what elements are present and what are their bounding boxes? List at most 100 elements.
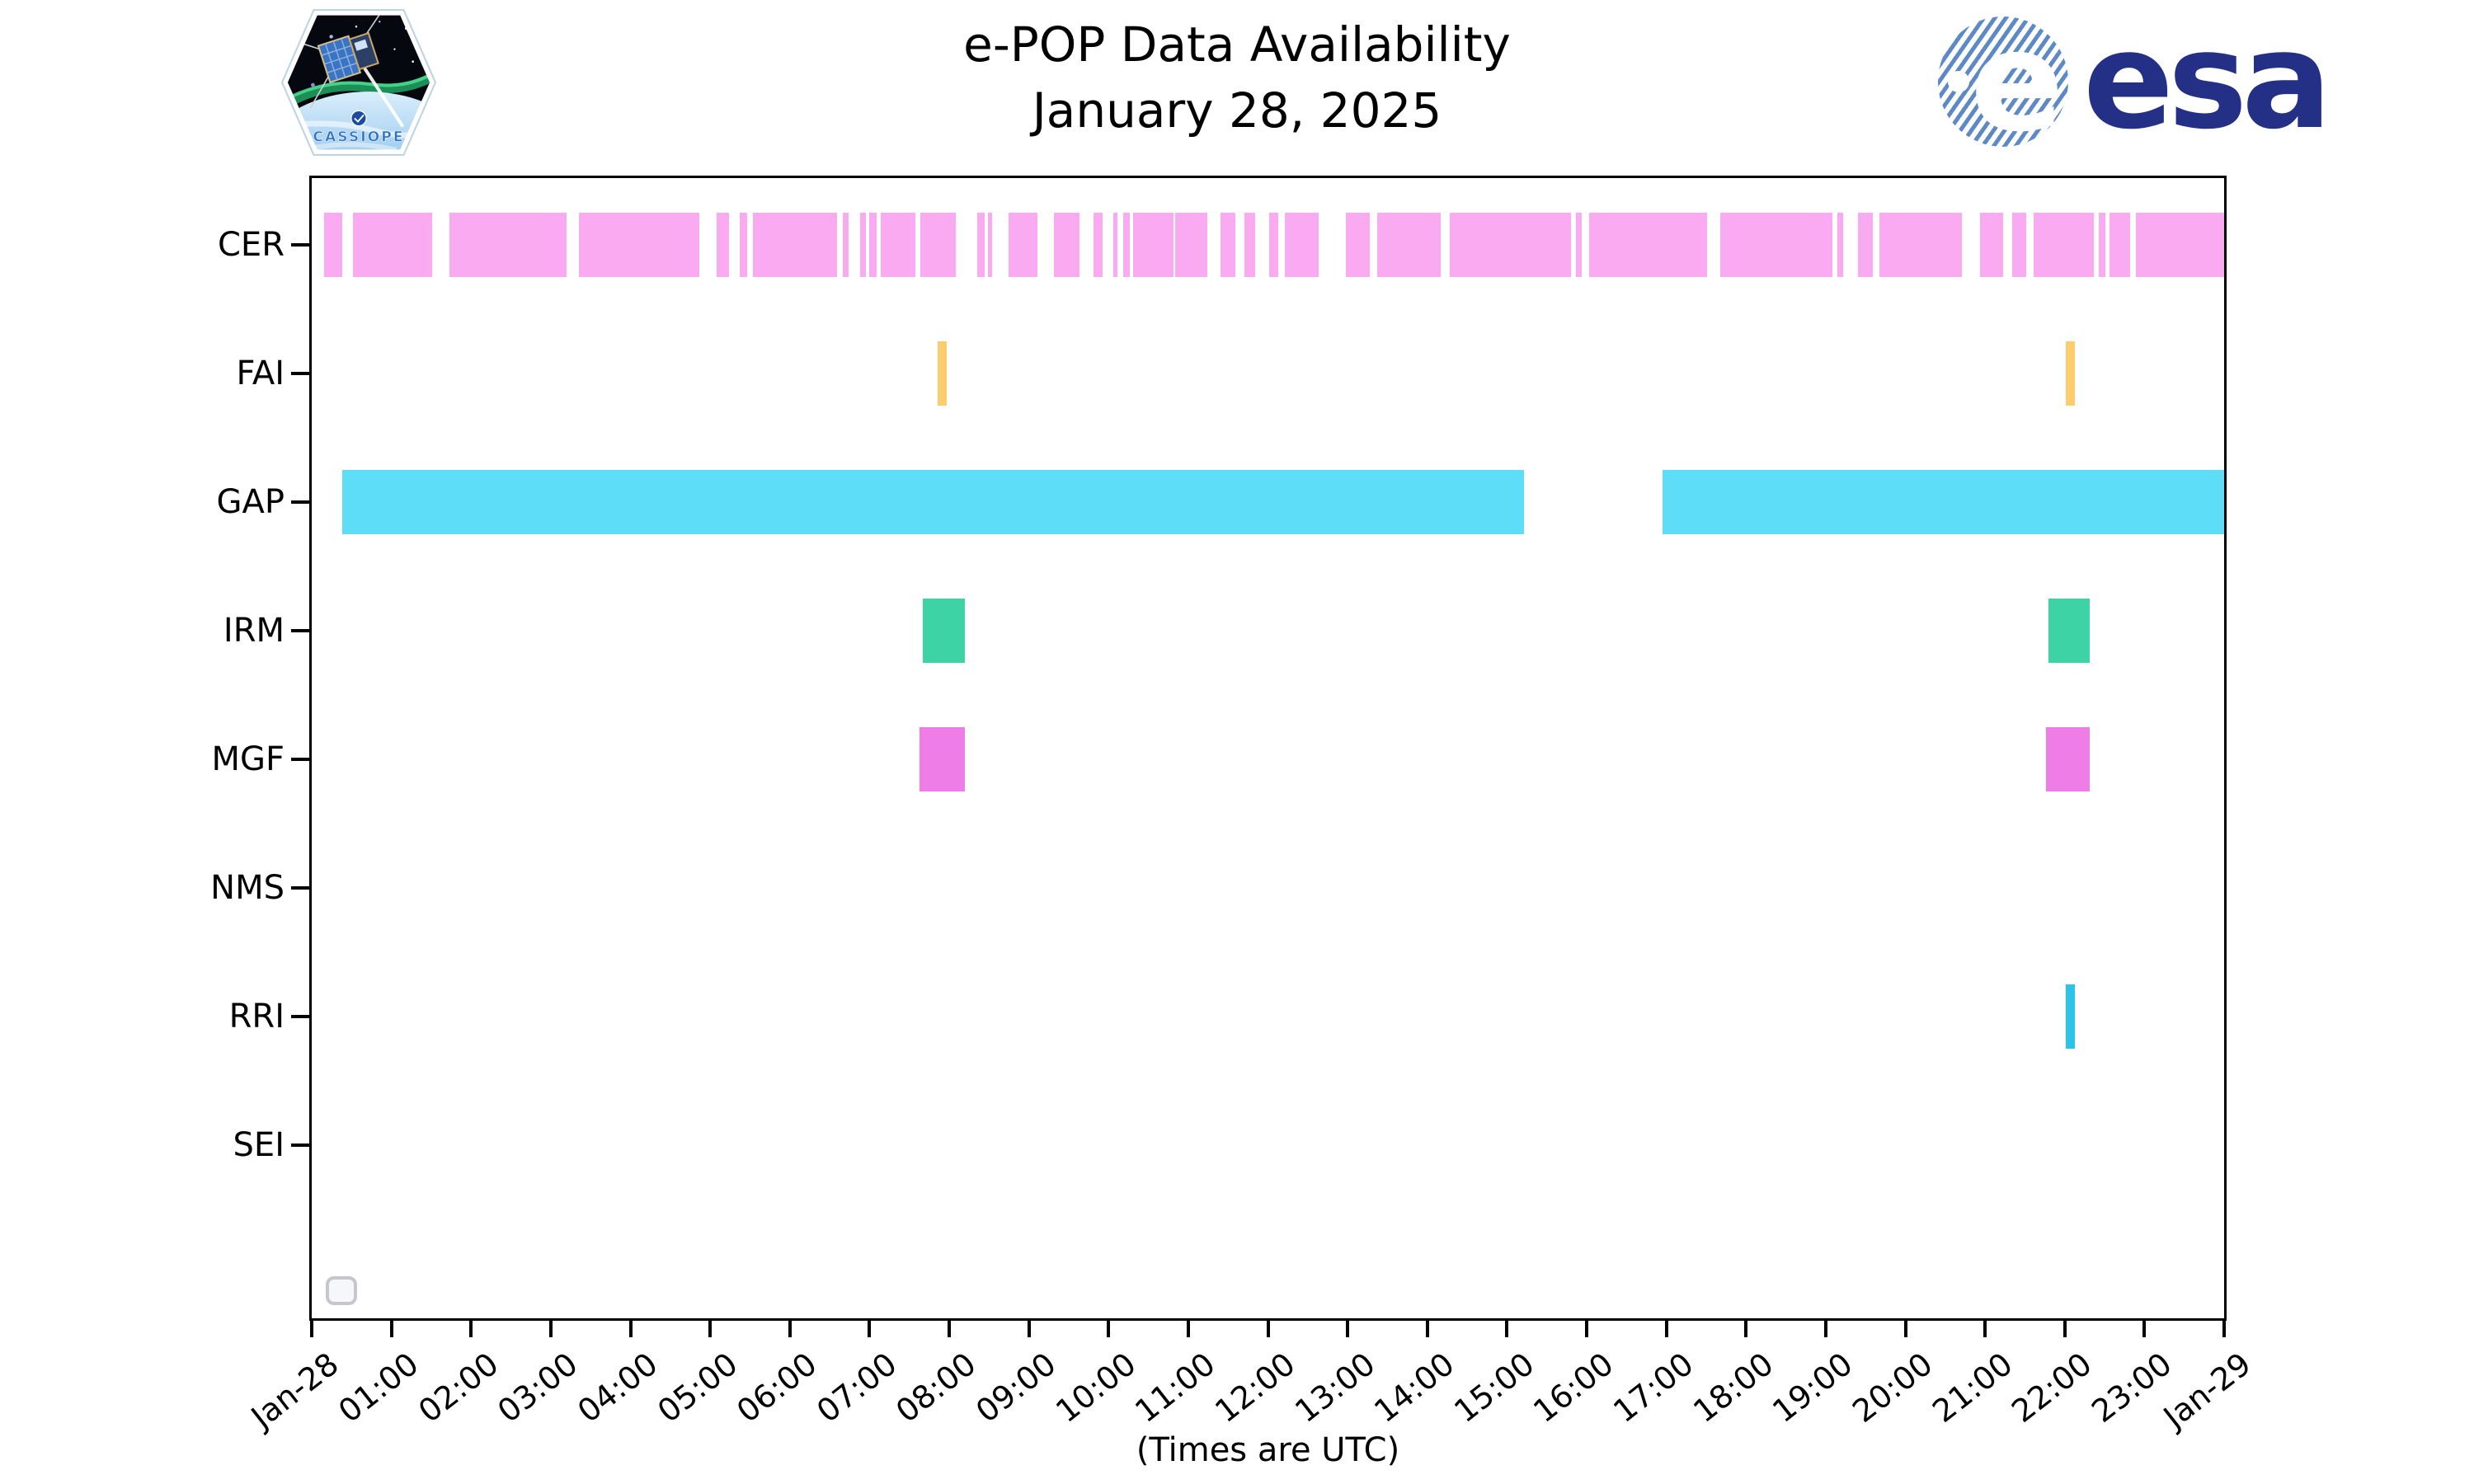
bar-rri	[2065, 984, 2076, 1049]
bar-cer	[1576, 213, 1583, 277]
x-tick	[2142, 1321, 2147, 1337]
x-tick-label: 04:00	[571, 1345, 665, 1430]
y-tick	[291, 758, 309, 761]
bar-cer	[578, 213, 699, 277]
plot-area	[309, 176, 2227, 1321]
satellite-illustration	[285, 12, 390, 109]
y-tick	[291, 500, 309, 504]
bar-cer	[324, 213, 342, 277]
bar-fai	[2065, 341, 2076, 406]
y-tick	[291, 1015, 309, 1018]
x-tick	[1823, 1321, 1827, 1337]
bar-cer	[1837, 213, 1844, 277]
bar-irm	[2048, 599, 2090, 663]
bar-cer	[2099, 213, 2106, 277]
bar-mgf	[2045, 727, 2090, 791]
bar-cer	[1220, 213, 1235, 277]
x-tick-label: 07:00	[810, 1345, 904, 1430]
y-tick-label-rri: RRI	[228, 998, 285, 1036]
bar-cer	[1133, 213, 1174, 277]
bar-cer	[2135, 213, 2224, 277]
x-tick	[708, 1321, 713, 1337]
bar-cer	[1244, 213, 1256, 277]
x-tick	[788, 1321, 792, 1337]
x-tick	[1107, 1321, 1111, 1337]
bar-gap	[341, 470, 1524, 534]
x-tick	[1983, 1321, 1987, 1337]
bar-cer	[1284, 213, 1319, 277]
y-tick-label-sei: SEI	[233, 1126, 285, 1164]
bar-cer	[739, 213, 747, 277]
bar-cer	[1346, 213, 1371, 277]
page-title: e-POP Data Availability	[963, 16, 1511, 73]
esa-globe-dot	[1948, 71, 1969, 92]
bar-cer	[1980, 213, 2004, 277]
bar-cer	[880, 213, 916, 277]
esa-wordmark: esa	[2083, 4, 2332, 159]
bar-cer	[2011, 213, 2027, 277]
x-tick-label: 09:00	[969, 1345, 1063, 1430]
x-axis-label: (Times are UTC)	[1136, 1431, 1400, 1469]
bar-cer	[976, 213, 985, 277]
x-tick-label: 11:00	[1128, 1345, 1222, 1430]
x-tick-label: 19:00	[1766, 1345, 1860, 1430]
y-tick	[291, 1144, 309, 1147]
bar-cer	[1008, 213, 1038, 277]
y-tick-label-gap: GAP	[216, 483, 285, 521]
x-tick-label: 21:00	[1925, 1345, 2020, 1430]
chart-title-block: e-POP Data Availability January 28, 2025	[0, 12, 2474, 143]
bar-cer	[1175, 213, 1208, 277]
x-tick	[1585, 1321, 1588, 1337]
x-tick-label: Jan-29	[2157, 1345, 2259, 1435]
x-tick-label: 18:00	[1686, 1345, 1780, 1430]
x-tick	[1903, 1321, 1907, 1337]
x-tick	[1027, 1321, 1031, 1337]
empty-legend-box	[326, 1276, 357, 1305]
bar-cer	[1588, 213, 1707, 277]
bar-cer	[2034, 213, 2094, 277]
x-tick-label: 13:00	[1287, 1345, 1382, 1430]
bar-cer	[1879, 213, 1963, 277]
x-tick	[1425, 1321, 1429, 1337]
bar-cer	[353, 213, 432, 277]
y-tick-label-nms: NMS	[210, 869, 285, 907]
x-tick	[389, 1321, 393, 1337]
chart-subtitle-date: January 28, 2025	[1032, 82, 1442, 139]
bar-cer	[920, 213, 956, 277]
bar-irm	[923, 599, 966, 663]
x-tick-label: 02:00	[411, 1345, 506, 1430]
x-tick-label: Jan-28	[244, 1345, 346, 1435]
cassiope-mission-patch-icon: CASSIOPE	[280, 9, 437, 156]
x-tick-label: 15:00	[1447, 1345, 1541, 1430]
bar-cer	[1269, 213, 1279, 277]
x-tick-label: 06:00	[730, 1345, 824, 1430]
x-tick	[1505, 1321, 1509, 1337]
x-tick-label: 20:00	[1846, 1345, 1940, 1430]
x-tick-label: 14:00	[1367, 1345, 1461, 1430]
bar-cer	[2109, 213, 2130, 277]
x-tick	[548, 1321, 553, 1337]
x-tick	[310, 1321, 313, 1337]
bar-mgf	[920, 727, 966, 791]
bar-cer	[1122, 213, 1131, 277]
x-tick	[1664, 1321, 1668, 1337]
x-tick-label: 22:00	[2005, 1345, 2099, 1430]
y-tick	[291, 886, 309, 890]
x-tick	[2222, 1321, 2226, 1337]
bar-cer	[988, 213, 993, 277]
x-tick	[2062, 1321, 2067, 1337]
x-tick	[628, 1321, 633, 1337]
y-tick-label-irm: IRM	[223, 612, 285, 650]
bar-cer	[859, 213, 866, 277]
bar-gap	[1662, 470, 2224, 534]
x-tick-label: 03:00	[491, 1345, 585, 1430]
bar-cer	[716, 213, 730, 277]
x-tick	[1744, 1321, 1748, 1337]
y-tick	[291, 243, 309, 247]
y-tick-label-cer: CER	[218, 226, 285, 264]
x-tick-label: 10:00	[1048, 1345, 1143, 1430]
bar-cer	[1113, 213, 1117, 277]
x-tick-label: 17:00	[1606, 1345, 1700, 1430]
bar-cer	[1857, 213, 1873, 277]
